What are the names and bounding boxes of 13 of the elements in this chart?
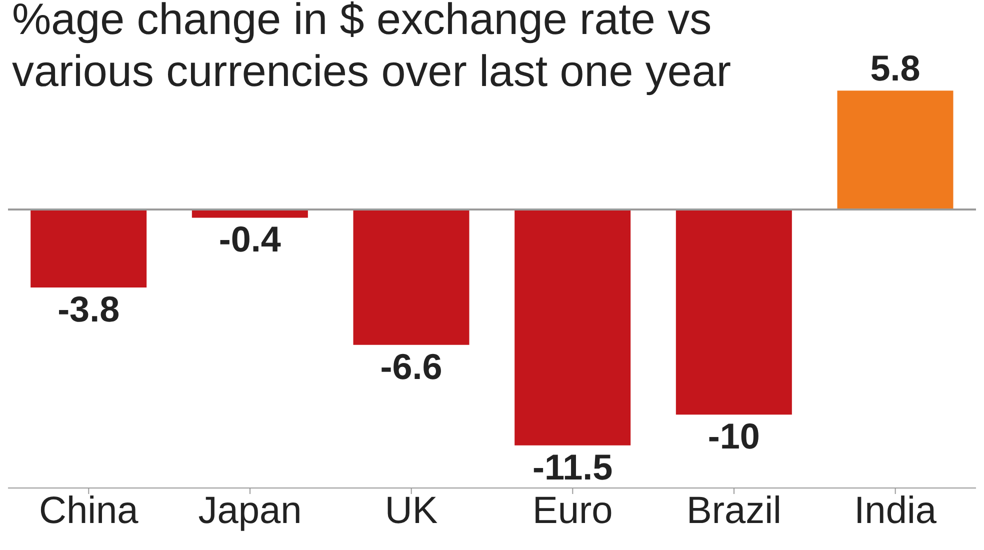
x-tick-label: UK [384, 490, 438, 532]
x-tick-label: China [39, 490, 140, 532]
x-tick-label: Japan [198, 490, 302, 532]
data-label: -3.8 [58, 288, 120, 330]
x-tick-label: Brazil [686, 490, 782, 532]
data-label: -10 [708, 416, 760, 457]
data-label: -11.5 [532, 446, 613, 488]
data-label: -0.4 [218, 218, 281, 260]
x-tick-label: Euro [532, 490, 613, 532]
data-label: -6.6 [380, 346, 442, 387]
data-label: 5.8 [870, 48, 920, 89]
x-tick-label: India [854, 490, 938, 532]
chart-title: %age change in $ exchange rate vs various currencies over last one year [12, 0, 732, 98]
